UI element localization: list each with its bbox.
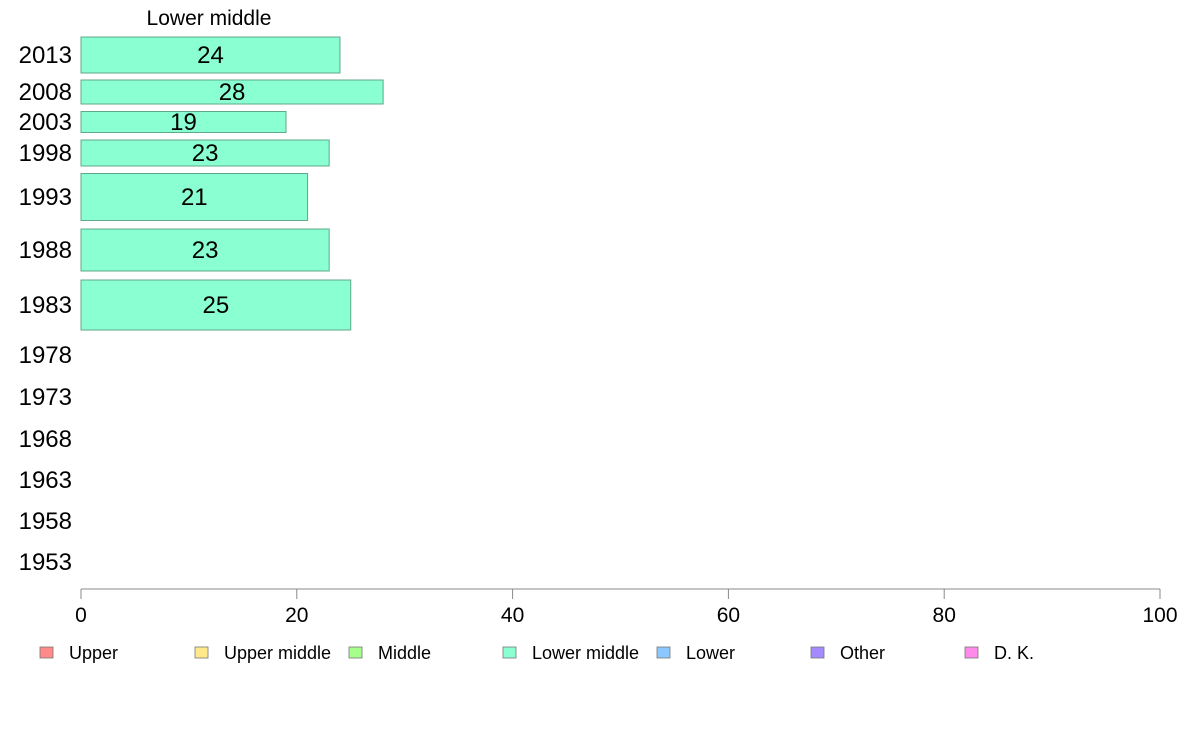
y-tick-label: 1953 (19, 549, 72, 576)
y-tick-label: 1963 (19, 467, 72, 494)
legend: Upper Upper middle Middle Lower middle Lower… (39, 643, 1034, 663)
bar (80, 228, 330, 272)
legend-label: Lower middle (532, 643, 639, 663)
y-tick-label: 1988 (19, 237, 72, 264)
bar (80, 111, 287, 133)
bar (80, 139, 330, 167)
x-tick-label: 40 (501, 604, 524, 627)
y-tick-label: 2013 (19, 42, 72, 69)
y-tick-label: 1968 (19, 426, 72, 453)
y-labels-group: 2013 2008 2003 1998 1993 1988 1983 1978 1973 1968… (19, 42, 72, 576)
bar-value-label: 21 (181, 184, 208, 211)
bar (80, 79, 384, 105)
x-tick-label: 100 (1142, 604, 1177, 627)
y-tick-label: 1973 (19, 384, 72, 411)
chart-title: Lower middle (147, 7, 272, 30)
legend-swatch (656, 646, 671, 659)
bars-group: 24 28 19 23 21 23 25 (80, 36, 384, 331)
y-tick-label: 1998 (19, 140, 72, 167)
x-tick-label: 0 (75, 604, 87, 627)
legend-label: Lower (686, 643, 735, 663)
bar-value-label: 23 (192, 237, 219, 264)
x-axis: 0 20 40 60 80 100 (75, 588, 1178, 627)
legend-label: D. K. (994, 643, 1034, 663)
legend-label: Upper middle (224, 643, 331, 663)
bar (80, 173, 309, 221)
y-tick-label: 2008 (19, 79, 72, 106)
bar-value-label: 19 (170, 109, 197, 136)
bar (80, 279, 352, 331)
bar (80, 36, 341, 74)
legend-label: Middle (378, 643, 431, 663)
y-tick-label: 2003 (19, 109, 72, 136)
x-tick-label: 60 (717, 604, 740, 627)
bar-value-label: 25 (203, 292, 230, 319)
y-tick-label: 1993 (19, 184, 72, 211)
legend-swatch (39, 646, 54, 659)
bar-value-label: 23 (192, 140, 219, 167)
y-tick-label: 1978 (19, 342, 72, 369)
x-tick-label: 20 (285, 604, 308, 627)
y-tick-label: 1958 (19, 508, 72, 535)
bar-value-label: 24 (197, 42, 224, 69)
x-tick-label: 80 (933, 604, 956, 627)
legend-swatch (964, 646, 979, 659)
bar-value-label: 28 (219, 79, 246, 106)
legend-label: Upper (69, 643, 118, 663)
y-tick-label: 1983 (19, 292, 72, 319)
legend-swatch (348, 646, 363, 659)
legend-swatch (194, 646, 209, 659)
legend-swatch (502, 646, 517, 659)
legend-label: Other (840, 643, 885, 663)
legend-swatch (810, 646, 825, 659)
